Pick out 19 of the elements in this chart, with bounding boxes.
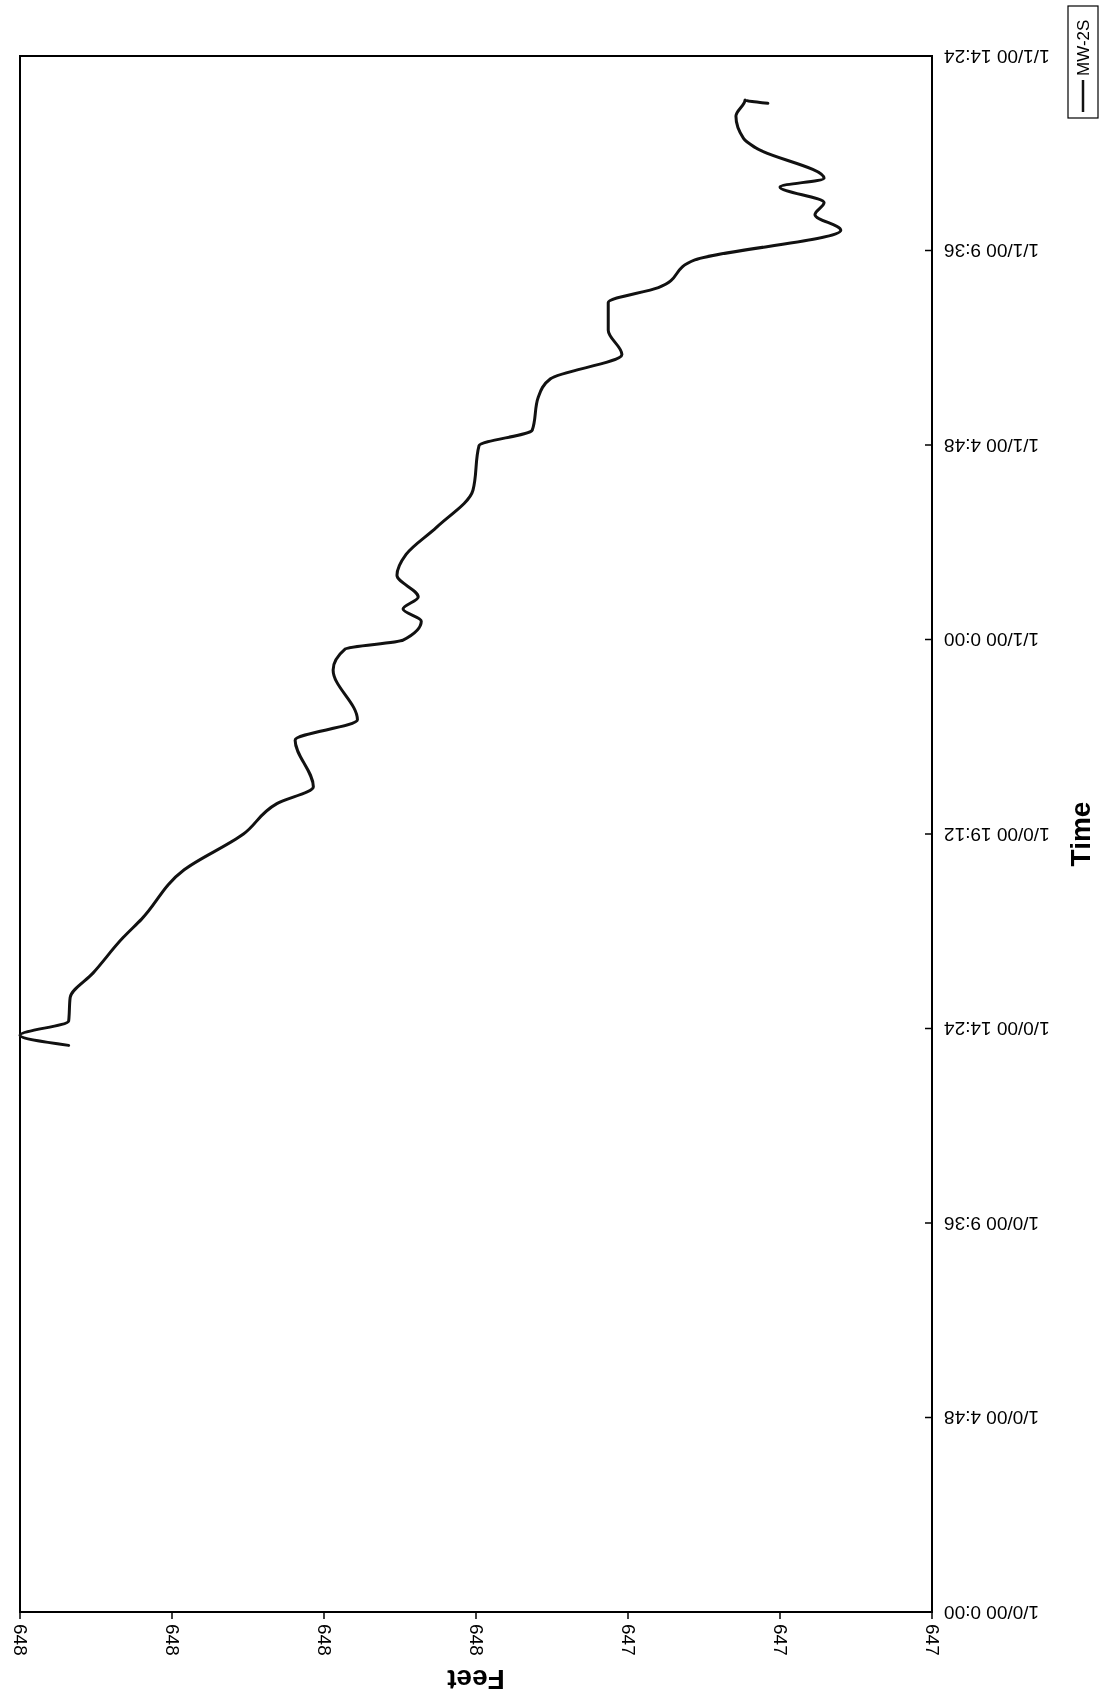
y-axis-title: Time: [1064, 801, 1096, 867]
y-tick-label: 1/1/00 0:00: [944, 629, 1040, 650]
x-tick-label: 647: [769, 1624, 791, 1656]
x-tick-label: 648: [161, 1624, 183, 1656]
x-axis-title: Feet: [447, 1663, 505, 1695]
y-tick-label: 1/1/00 14:24: [943, 45, 1050, 67]
x-tick-label: 648: [9, 1624, 31, 1656]
y-tick-label: 1/0/00 4:48: [944, 1407, 1040, 1428]
y-tick-label: 1/1/00 9:36: [944, 240, 1040, 261]
y-tick-label: 1/0/00 9:36: [944, 1212, 1040, 1234]
x-tick-label: 648: [465, 1624, 487, 1656]
x-tick-label: 648: [313, 1624, 335, 1656]
y-tick-label: 1/0/00 19:12: [944, 823, 1050, 845]
text: MW-2S: [1073, 19, 1093, 76]
x-tick-label: 647: [921, 1624, 943, 1656]
y-tick-label: 1/0/00 14:24: [943, 1018, 1050, 1039]
y-tick-label: 1/0/00 0:00: [944, 1601, 1040, 1623]
y-tick-label: 1/1/00 4:48: [944, 434, 1040, 456]
x-tick-label: 647: [617, 1624, 639, 1656]
